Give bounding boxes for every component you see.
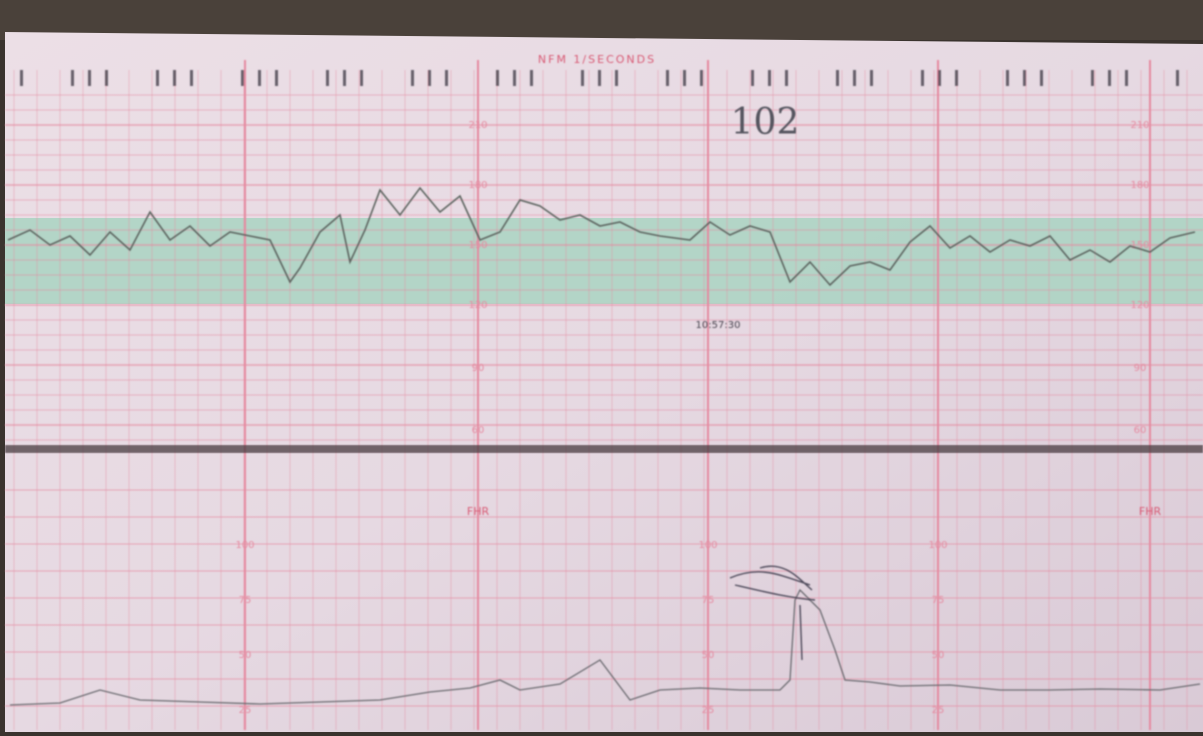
event-mark <box>751 70 754 86</box>
timestamp: 10:57:30 <box>696 320 741 331</box>
event-mark <box>853 70 856 86</box>
uc-scale-label: 100 <box>235 540 254 551</box>
event-mark <box>700 70 703 86</box>
fhr-label: FHR <box>1139 505 1162 518</box>
event-mark <box>615 70 618 86</box>
fhr-scale-label: 90 <box>472 363 485 374</box>
fhr-scale-label: 210 <box>468 120 487 131</box>
event-mark <box>768 70 771 86</box>
uc-scale-label: 25 <box>932 705 945 716</box>
event-mark <box>71 70 74 86</box>
event-mark <box>870 70 873 86</box>
event-mark <box>445 70 448 86</box>
event-mark <box>360 70 363 86</box>
event-mark <box>428 70 431 86</box>
event-mark <box>88 70 91 86</box>
fhr-scale-label: 210 <box>1130 120 1149 131</box>
event-mark <box>955 70 958 86</box>
uc-scale-label: 25 <box>239 705 252 716</box>
event-mark <box>1125 70 1128 86</box>
event-mark <box>938 70 941 86</box>
dotted-divider <box>5 445 1203 453</box>
fhr-scale-label: 60 <box>1134 425 1147 436</box>
event-mark <box>411 70 414 86</box>
fhr-scale-label: 90 <box>1134 363 1147 374</box>
event-mark <box>496 70 499 86</box>
uc-scale-label: 100 <box>698 540 717 551</box>
uc-scale-label: 50 <box>702 650 715 661</box>
event-mark <box>326 70 329 86</box>
fhr-label: FHR <box>467 505 490 518</box>
uc-scale-label: 50 <box>239 650 252 661</box>
uc-scale-label: 25 <box>702 705 715 716</box>
paper <box>5 32 1203 732</box>
fhr-scale-label: 120 <box>468 300 487 311</box>
event-mark <box>666 70 669 86</box>
uc-scale-label: 100 <box>928 540 947 551</box>
event-mark <box>581 70 584 86</box>
event-mark <box>1176 70 1179 86</box>
event-mark <box>921 70 924 86</box>
event-mark <box>785 70 788 86</box>
page: 21018015012090602101801501209060FHRFHR10… <box>0 0 1203 732</box>
event-mark <box>190 70 193 86</box>
event-mark <box>343 70 346 86</box>
uc-scale-label: 75 <box>239 595 252 606</box>
event-mark <box>258 70 261 86</box>
ctg-strip-photo: 21018015012090602101801501209060FHRFHR10… <box>0 0 1203 732</box>
event-mark <box>156 70 159 86</box>
event-mark <box>598 70 601 86</box>
normal-range-band <box>5 218 1203 304</box>
event-mark <box>105 70 108 86</box>
event-mark <box>513 70 516 86</box>
event-mark <box>1006 70 1009 86</box>
uc-scale-label: 50 <box>932 650 945 661</box>
fhr-scale-label: 120 <box>1130 300 1149 311</box>
event-mark <box>683 70 686 86</box>
fhr-scale-label: 60 <box>472 425 485 436</box>
header-text: NFM 1/SECONDS <box>538 53 656 66</box>
fhr-scale-label: 180 <box>1130 180 1149 191</box>
event-mark <box>173 70 176 86</box>
event-mark <box>530 70 533 86</box>
event-mark <box>1040 70 1043 86</box>
fhr-scale-label: 150 <box>468 240 487 251</box>
event-mark <box>1091 70 1094 86</box>
event-mark <box>275 70 278 86</box>
event-mark <box>1023 70 1026 86</box>
event-mark <box>241 70 244 86</box>
uc-scale-label: 75 <box>932 595 945 606</box>
handwritten-note: 102 <box>731 102 800 143</box>
event-mark <box>20 70 23 86</box>
fhr-scale-label: 180 <box>468 180 487 191</box>
uc-scale-label: 75 <box>702 595 715 606</box>
event-mark <box>836 70 839 86</box>
event-mark <box>1108 70 1111 86</box>
